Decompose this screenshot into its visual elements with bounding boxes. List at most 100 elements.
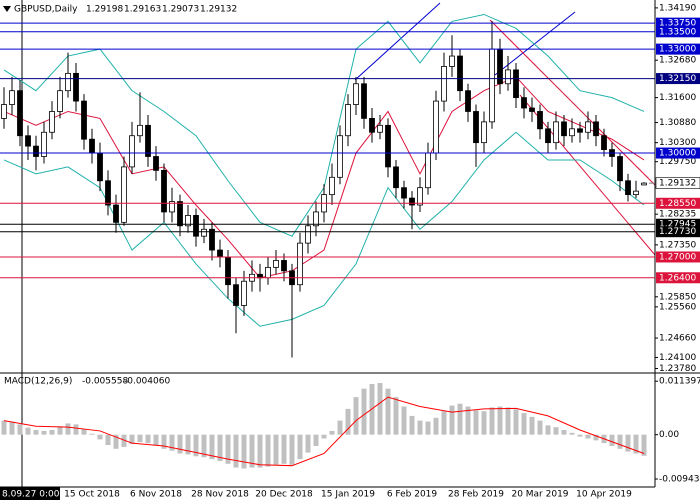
candle-body bbox=[49, 111, 55, 133]
macd-bar bbox=[121, 434, 127, 447]
macd-bar bbox=[537, 420, 543, 435]
candle-body bbox=[465, 90, 471, 112]
level-label-box bbox=[656, 272, 700, 284]
level-label-box bbox=[656, 73, 700, 85]
macd-bar bbox=[625, 434, 631, 452]
candle-body bbox=[401, 187, 407, 199]
candle-body bbox=[513, 69, 519, 99]
candle-body bbox=[377, 124, 383, 133]
macd-bar bbox=[425, 421, 431, 435]
candle-body bbox=[409, 197, 415, 206]
candle-body bbox=[449, 55, 455, 67]
macd-bar bbox=[25, 427, 31, 435]
macd-bar bbox=[585, 434, 591, 439]
level-label-box bbox=[656, 218, 700, 230]
candle-body bbox=[473, 111, 479, 144]
candle-body bbox=[433, 100, 439, 154]
level-label-box bbox=[656, 43, 700, 55]
y-tick-label: 1.29750 bbox=[659, 157, 696, 167]
x-tick-label: 10 Apr 2019 bbox=[576, 490, 632, 500]
macd-bar bbox=[209, 434, 215, 460]
macd-bar bbox=[577, 434, 583, 437]
level-label-box bbox=[656, 17, 700, 29]
macd-bar bbox=[89, 433, 95, 435]
y-tick-label: 1.34190 bbox=[659, 3, 696, 13]
y-tick-label: 1.23780 bbox=[659, 364, 696, 374]
level-label: 1.27000 bbox=[659, 252, 696, 262]
macd-bar bbox=[33, 430, 39, 435]
macd-bar bbox=[609, 434, 615, 446]
macd-bar bbox=[561, 430, 567, 435]
y-tick-label: 0.00 bbox=[659, 430, 679, 440]
macd-bar bbox=[473, 410, 479, 435]
macd-bar bbox=[17, 424, 23, 435]
macd-bar bbox=[545, 425, 551, 435]
candle-body bbox=[97, 152, 103, 182]
candle-body bbox=[201, 228, 207, 237]
candle-body bbox=[1, 104, 7, 119]
macd-bar bbox=[225, 434, 231, 464]
signal-line bbox=[3, 396, 645, 467]
macd-bar bbox=[393, 397, 399, 435]
candle-body bbox=[209, 228, 215, 251]
macd-bar bbox=[409, 415, 415, 435]
macd-bar bbox=[513, 409, 519, 435]
candle-body bbox=[553, 121, 559, 144]
macd-bar bbox=[433, 417, 439, 435]
menu-icon bbox=[3, 6, 11, 12]
macd-bar bbox=[153, 434, 159, 446]
macd-bar bbox=[257, 434, 263, 468]
candle-body bbox=[257, 273, 263, 279]
macd-bar bbox=[113, 434, 119, 449]
macd-bar bbox=[169, 434, 175, 451]
candle-body bbox=[113, 204, 119, 223]
candle-body bbox=[425, 152, 431, 189]
candle-body bbox=[521, 97, 527, 109]
macd-bar bbox=[353, 397, 359, 435]
macd-bar bbox=[481, 411, 487, 435]
level-label: 1.27945 bbox=[659, 220, 696, 230]
candle-body bbox=[73, 72, 79, 102]
candle-body bbox=[337, 135, 343, 178]
candle-body bbox=[417, 187, 423, 206]
y-tick-label: 1.24660 bbox=[659, 334, 696, 344]
x-tick-label: 28 Nov 2018 bbox=[191, 490, 249, 500]
macd-bar bbox=[617, 434, 623, 449]
macd-bar bbox=[313, 434, 319, 446]
macd-bar bbox=[553, 427, 559, 435]
candle-body bbox=[145, 124, 151, 157]
candle-body bbox=[369, 118, 375, 133]
macd-bar bbox=[185, 434, 191, 455]
x-tick-label: 6 Feb 2019 bbox=[387, 490, 438, 500]
trend-line bbox=[489, 19, 656, 186]
level-label: 1.28550 bbox=[659, 199, 696, 209]
macd-bar bbox=[641, 434, 647, 456]
macd-bar bbox=[377, 383, 383, 435]
level-label-box bbox=[656, 251, 700, 263]
y-tick-label: 0.011397 bbox=[659, 377, 700, 387]
header-value: 1.29163 bbox=[124, 5, 161, 15]
macd-bar bbox=[145, 434, 151, 444]
candle-body bbox=[241, 280, 247, 306]
macd-bar bbox=[321, 434, 327, 439]
macd-bar bbox=[337, 420, 343, 435]
candle-body bbox=[481, 121, 487, 144]
macd-bar bbox=[449, 405, 455, 435]
candle-body bbox=[225, 256, 231, 286]
candle-body bbox=[585, 121, 591, 133]
candle-body bbox=[593, 121, 599, 137]
y-tick-label: 1.30880 bbox=[659, 118, 696, 128]
candle-body bbox=[569, 128, 575, 137]
level-label: 1.33500 bbox=[659, 27, 696, 37]
candle-body bbox=[529, 107, 535, 112]
candle-body bbox=[89, 138, 95, 154]
macd-bar bbox=[97, 434, 103, 440]
candle-body bbox=[353, 83, 359, 105]
macd-bar bbox=[441, 411, 447, 435]
macd-bar bbox=[217, 434, 223, 461]
candle-body bbox=[625, 180, 631, 196]
macd-bar bbox=[57, 426, 63, 435]
candle-body bbox=[217, 249, 223, 258]
candle-body bbox=[505, 69, 511, 85]
